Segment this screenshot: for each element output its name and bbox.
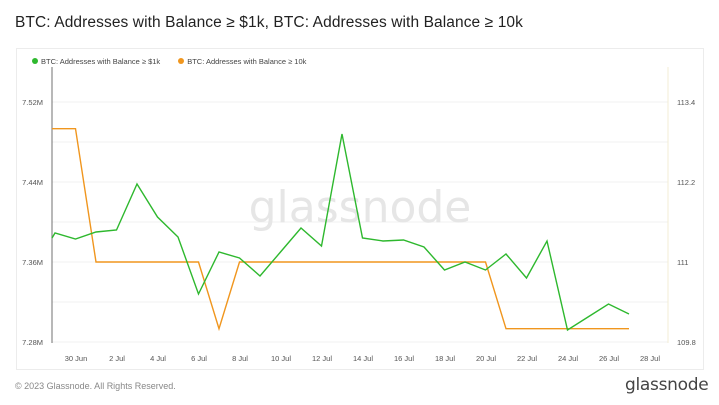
- glassnode-logo: glassnode: [625, 375, 709, 395]
- x-tick-label: 14 Jul: [353, 354, 373, 363]
- y-right-tick-label: 109.8: [677, 338, 696, 347]
- chart-title: BTC: Addresses with Balance ≥ $1k, BTC: …: [15, 14, 523, 31]
- y-left-tick-label: 7.36M: [22, 258, 43, 267]
- y-axis-right: 109.8 111 112.2 113.4: [677, 98, 696, 347]
- x-tick-label: 26 Jul: [599, 354, 619, 363]
- x-tick-label: 12 Jul: [312, 354, 332, 363]
- x-tick-label: 18 Jul: [435, 354, 455, 363]
- legend-dot-green-icon: [32, 58, 38, 64]
- x-tick-label: 24 Jul: [558, 354, 578, 363]
- x-tick-label: 30 Jun: [65, 354, 88, 363]
- x-axis: 30 Jun 2 Jul 4 Jul 6 Jul 8 Jul 10 Jul 12 Jul 14…: [65, 354, 661, 363]
- x-tick-label: 8 Jul: [232, 354, 248, 363]
- legend-dot-orange-icon: [178, 58, 185, 64]
- legend-item-10k[interactable]: BTC: Addresses with Balance ≥ 10k: [178, 55, 306, 67]
- legend-item-1k[interactable]: BTC: Addresses with Balance ≥ $1k: [32, 55, 160, 67]
- gridlines: [52, 101, 668, 343]
- y-right-tick-label: 112.2: [677, 178, 695, 187]
- x-tick-label: 22 Jul: [517, 354, 537, 363]
- x-tick-label: 28 Jul: [640, 354, 660, 363]
- y-axis-left: 7.28M 7.36M 7.44M 7.52M: [22, 98, 43, 347]
- x-tick-label: 4 Jul: [150, 354, 166, 363]
- x-tick-label: 2 Jul: [109, 354, 125, 363]
- x-tick-label: 10 Jul: [271, 354, 291, 363]
- y-right-tick-label: 111: [677, 258, 688, 267]
- copyright-footer: © 2023 Glassnode. All Rights Reserved.: [15, 381, 176, 391]
- x-tick-label: 6 Jul: [191, 354, 207, 363]
- x-tick-label: 20 Jul: [476, 354, 496, 363]
- series-1k-line: [51, 133, 630, 332]
- legend-label-10k: BTC: Addresses with Balance ≥ 10k: [187, 56, 307, 66]
- y-left-tick-label: 7.28M: [22, 338, 43, 347]
- legend: BTC: Addresses with Balance ≥ $1k BTC: A…: [32, 55, 306, 67]
- y-left-tick-label: 7.52M: [22, 98, 43, 107]
- y-right-tick-label: 113.4: [677, 98, 695, 107]
- legend-label-1k: BTC: Addresses with Balance ≥ $1k: [41, 56, 161, 66]
- series-10k-line: [52, 127, 629, 332]
- y-left-tick-label: 7.44M: [22, 178, 43, 187]
- x-tick-label: 16 Jul: [394, 354, 414, 363]
